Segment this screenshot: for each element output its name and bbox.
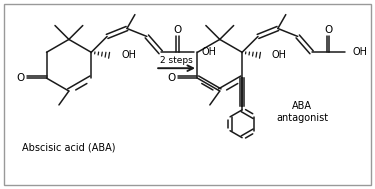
Text: Abscisic acid (ABA): Abscisic acid (ABA) bbox=[22, 143, 116, 153]
Text: OH: OH bbox=[121, 50, 136, 60]
FancyBboxPatch shape bbox=[4, 4, 370, 185]
Text: O: O bbox=[174, 26, 182, 36]
Text: ABA
antagonist: ABA antagonist bbox=[276, 101, 328, 123]
Text: 2 steps: 2 steps bbox=[160, 56, 192, 65]
Text: OH: OH bbox=[272, 50, 287, 60]
Text: O: O bbox=[168, 73, 176, 83]
Text: OH: OH bbox=[201, 47, 216, 57]
Text: O: O bbox=[16, 73, 25, 83]
Text: OH: OH bbox=[352, 47, 367, 57]
Text: O: O bbox=[324, 26, 333, 36]
